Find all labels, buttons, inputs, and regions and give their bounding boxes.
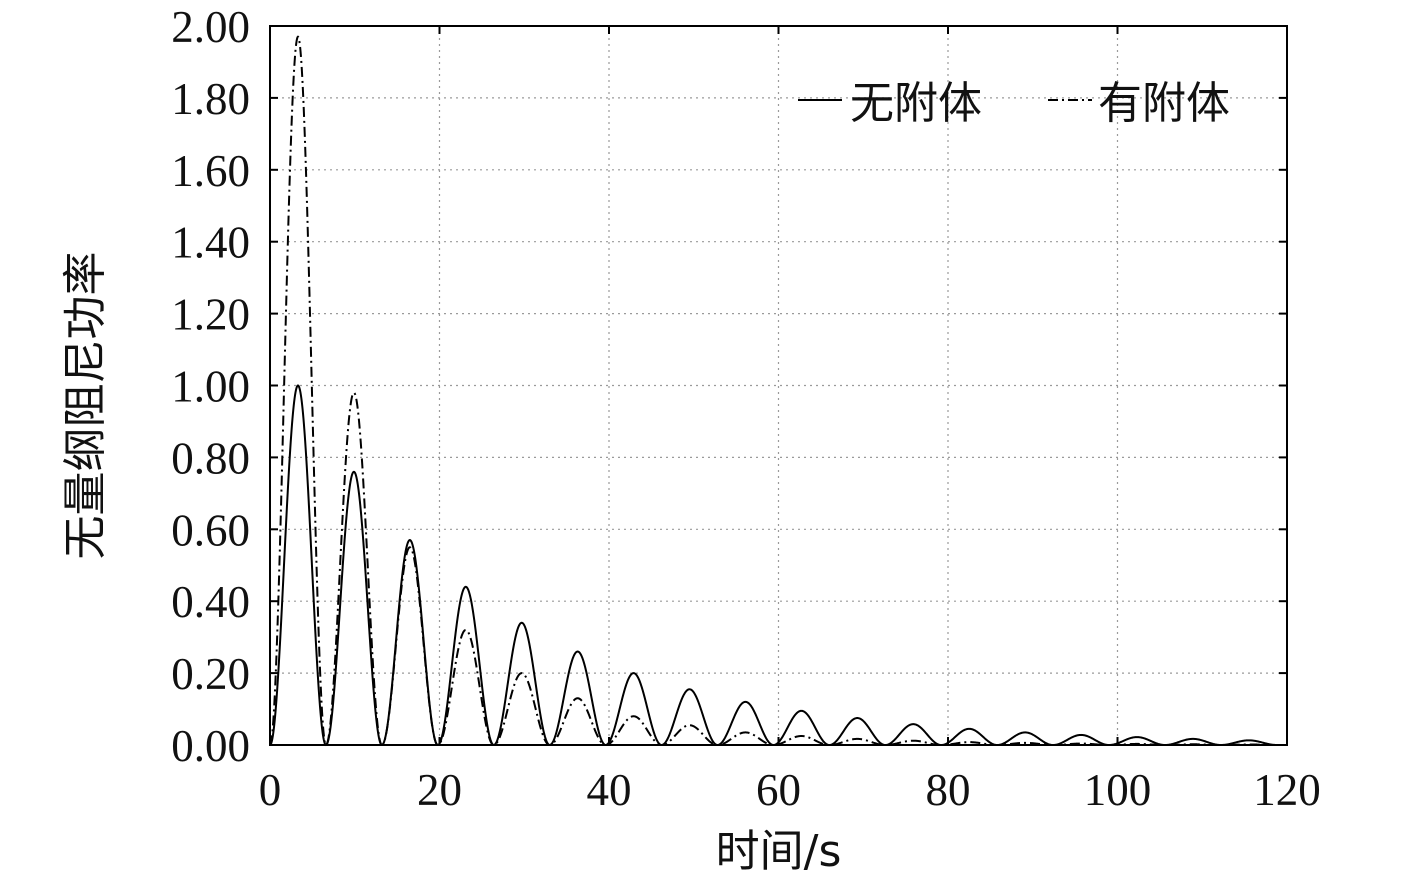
- y-tick-label: 0.40: [171, 577, 250, 627]
- y-axis-title: 无量纲阻尼功率: [60, 252, 111, 560]
- legend: 无附体 有附体: [798, 78, 1230, 129]
- axis-ticks: [269, 25, 1288, 746]
- x-tick-label: 0: [259, 765, 282, 815]
- series-line-no-appendage: [269, 384, 1287, 747]
- legend-label-with-appendage: 有附体: [1098, 78, 1230, 129]
- grid: [270, 26, 1287, 745]
- y-tick-label: 2.00: [171, 2, 250, 52]
- x-tick-label: 100: [1084, 765, 1152, 815]
- x-tick-label: 20: [417, 765, 462, 815]
- tick-labels: 0 20 40 60 80 100 120 0.00 0.20 0.40 0.60 0.80 1.00 1…: [171, 2, 1321, 815]
- x-tick-label: 40: [587, 765, 632, 815]
- y-tick-label: 1.40: [171, 218, 250, 268]
- x-axis-title: 时间/s: [716, 826, 842, 874]
- legend-label-no-appendage: 无附体: [850, 78, 982, 129]
- y-tick-label: 1.20: [171, 290, 250, 340]
- x-tick-label: 60: [756, 765, 801, 815]
- x-tick-label: 80: [926, 765, 971, 815]
- y-tick-label: 0.60: [171, 505, 250, 555]
- y-tick-label: 1.60: [171, 146, 250, 196]
- y-tick-label: 0.80: [171, 433, 250, 483]
- x-tick-label: 120: [1253, 765, 1321, 815]
- y-tick-label: 1.00: [171, 362, 250, 412]
- y-tick-label: 1.80: [171, 74, 250, 124]
- y-tick-label: 0.20: [171, 649, 250, 699]
- y-tick-label: 0.00: [171, 721, 250, 771]
